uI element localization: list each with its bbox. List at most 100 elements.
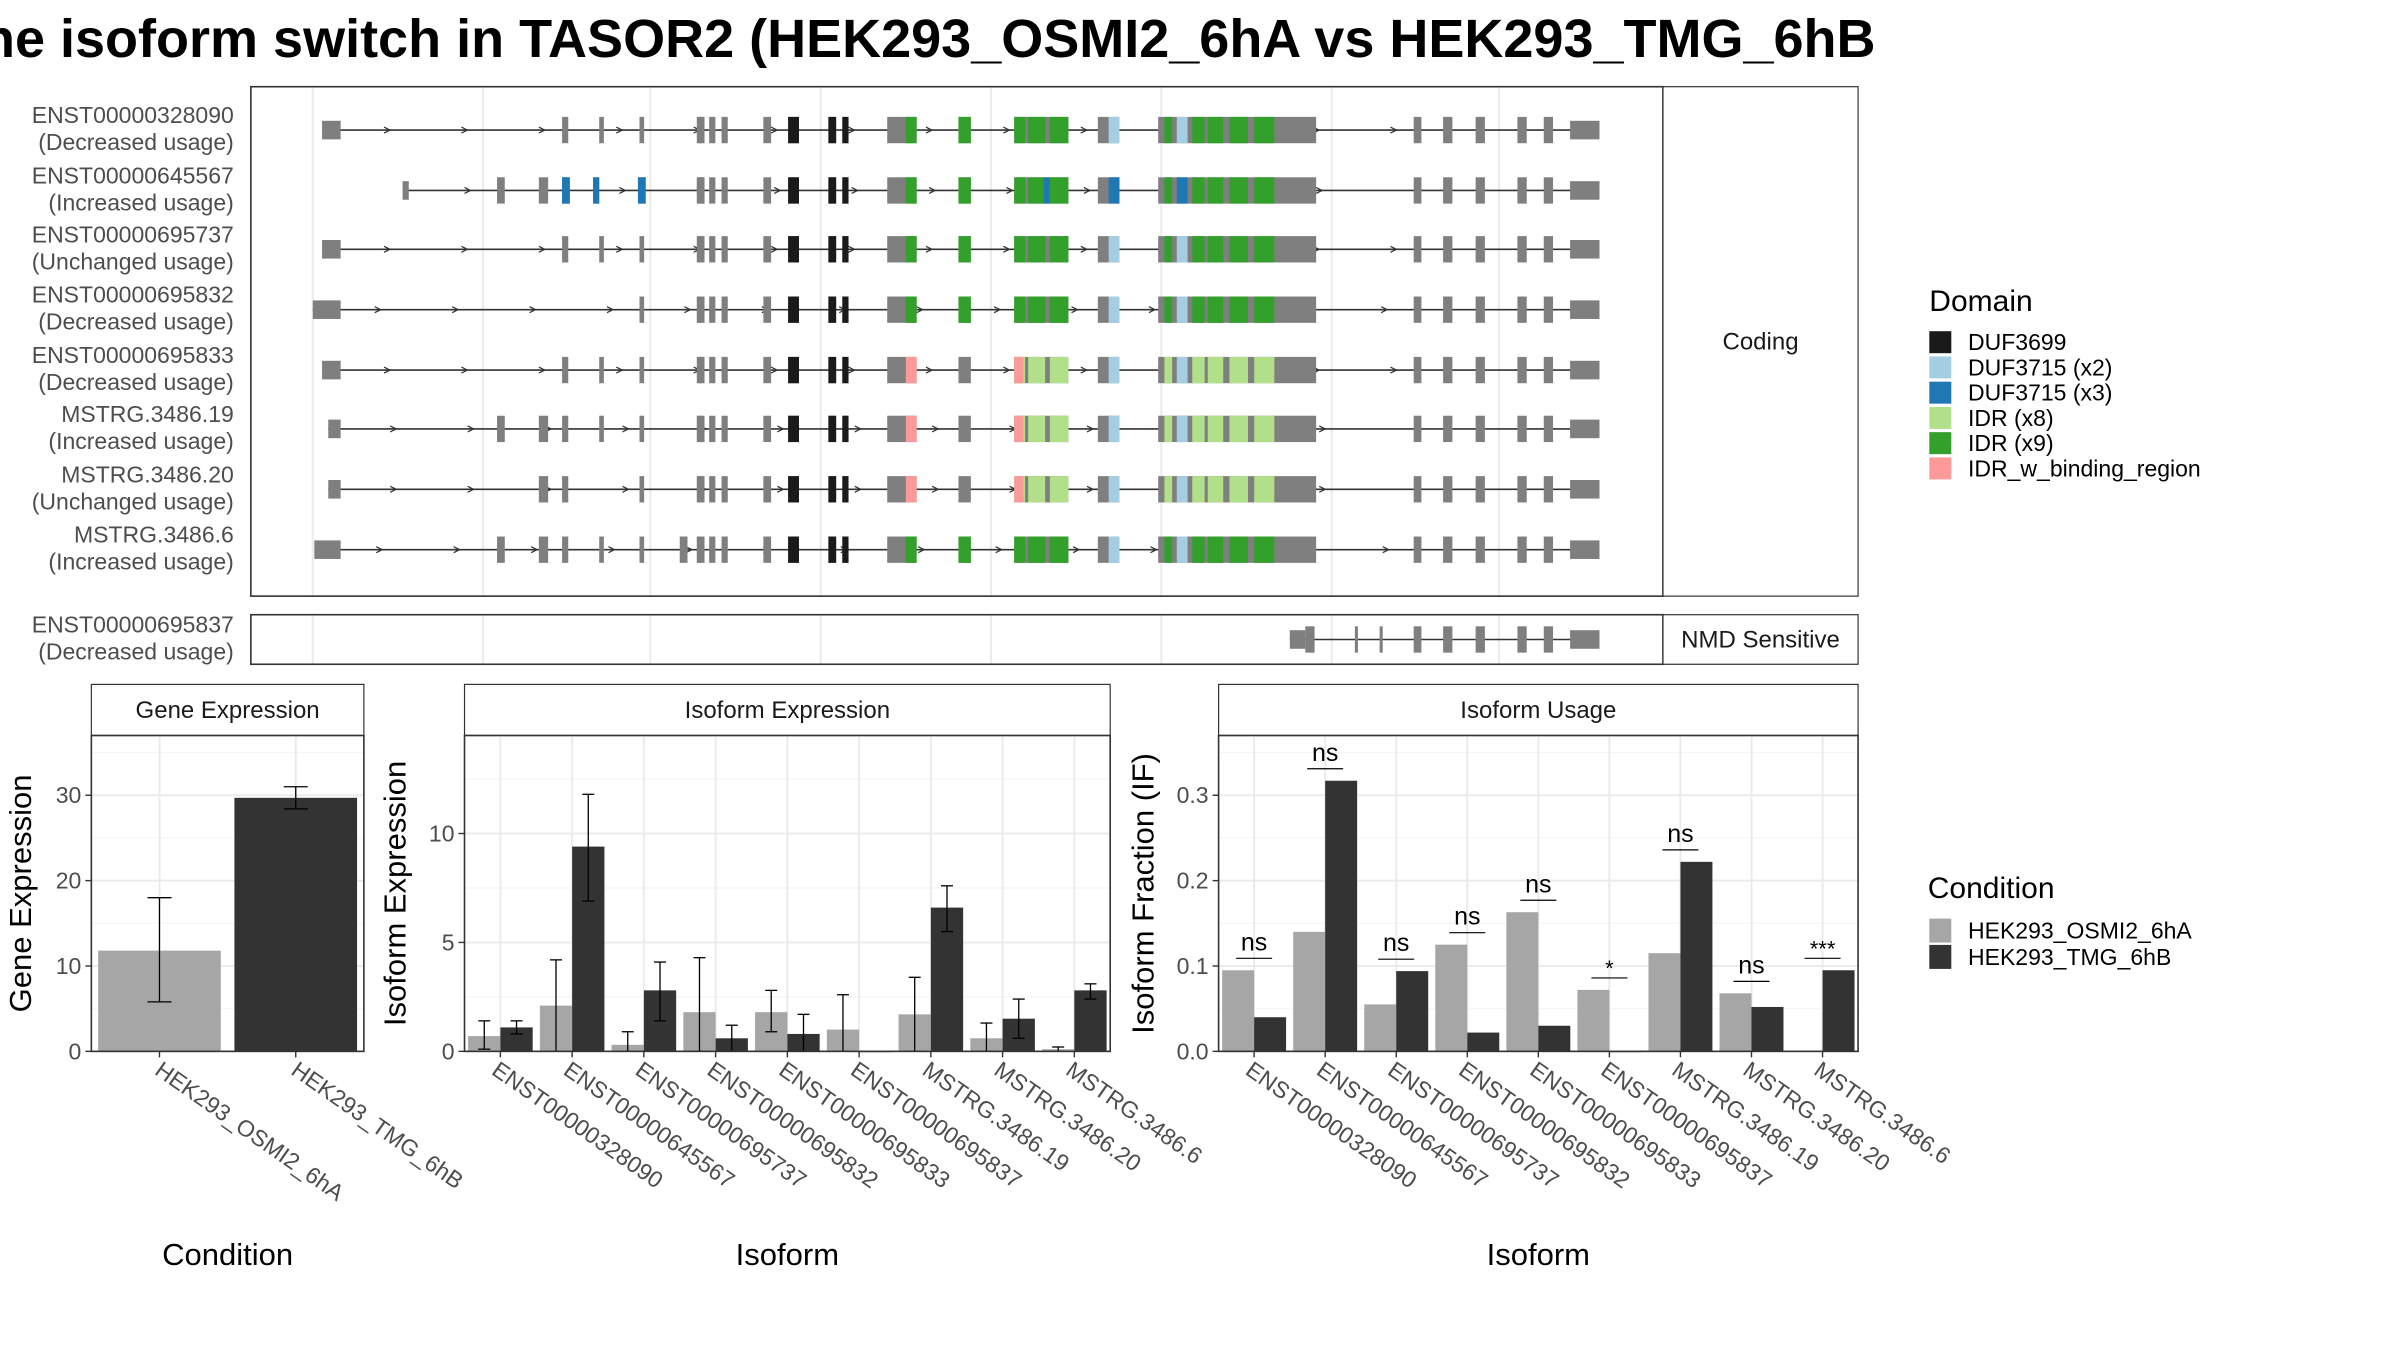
y-tick-label: 20 <box>56 868 82 894</box>
strand-arrow <box>538 126 547 134</box>
exon-block <box>639 356 645 384</box>
domain-block <box>1229 536 1249 563</box>
exon-block <box>538 415 549 443</box>
exon-block <box>698 116 705 144</box>
domain-block <box>788 177 799 204</box>
domain-block <box>1254 116 1275 144</box>
domain-block <box>905 296 917 323</box>
exon-block <box>698 177 705 204</box>
domain-block <box>788 476 799 503</box>
domain-block <box>1192 236 1205 263</box>
strand-arrow <box>773 186 782 194</box>
exon-block <box>1570 480 1600 499</box>
domain-block <box>1108 356 1120 384</box>
exon-block <box>763 296 772 323</box>
legend-swatch <box>1929 432 1952 455</box>
exon-block <box>1517 296 1527 323</box>
exon-block <box>1443 116 1453 144</box>
strand-arrow <box>451 306 460 314</box>
exon-block <box>763 476 772 503</box>
exon-block <box>709 177 716 204</box>
domain-block <box>828 296 837 323</box>
transcript-usage-label: (Decreased usage) <box>38 638 234 664</box>
significance-label: ns <box>1383 929 1409 957</box>
strand-arrow <box>1071 306 1079 314</box>
panel-strip <box>90 683 365 737</box>
exon-block <box>709 116 716 144</box>
strand-arrow <box>931 485 940 493</box>
exon-block <box>562 116 569 144</box>
strand-arrow <box>538 366 547 374</box>
domain-block <box>828 356 837 384</box>
transcript-track <box>312 296 1600 323</box>
exon-block <box>1443 415 1453 443</box>
domain-block <box>1014 415 1024 443</box>
coding-strip-label: Coding <box>1722 328 1798 355</box>
domain-block <box>1049 536 1069 563</box>
y-tick-label: 10 <box>56 953 82 979</box>
domain-block <box>842 415 849 443</box>
domain-block <box>788 116 799 144</box>
domain-block <box>958 177 971 204</box>
exon-block <box>958 415 971 443</box>
exon-block <box>721 116 728 144</box>
strand-arrow <box>1318 485 1327 493</box>
exon-block <box>1570 419 1600 439</box>
exon-block <box>1379 626 1383 653</box>
exon-block <box>562 236 569 263</box>
domain-block <box>1049 415 1069 443</box>
domain-block <box>788 236 799 263</box>
bar <box>1680 861 1713 1052</box>
strand-arrow <box>383 366 392 374</box>
panel-title: Gene Expression <box>136 697 320 724</box>
strand-arrow <box>931 425 940 433</box>
strand-arrow <box>925 245 934 253</box>
exon-block <box>1543 116 1554 144</box>
exon-block <box>1570 540 1600 559</box>
domain-legend-title: Domain <box>1929 285 2032 318</box>
exon-block <box>1413 536 1422 563</box>
strand-arrow <box>375 546 384 554</box>
exon-block <box>1413 116 1422 144</box>
domain-block <box>1164 116 1173 144</box>
domain-block <box>1028 476 1046 503</box>
exon-block <box>1543 236 1554 263</box>
exon-block <box>763 116 772 144</box>
strand-arrow <box>770 366 779 374</box>
transcript-usage-label: (Increased usage) <box>48 189 233 215</box>
domain-block <box>842 356 849 384</box>
exon-block <box>698 296 705 323</box>
nmd-strip-label: NMD Sensitive <box>1681 626 1840 653</box>
domain-block <box>1176 177 1188 204</box>
y-tick-label: 30 <box>56 782 82 808</box>
exon-block <box>1443 536 1453 563</box>
exon-block <box>763 177 772 204</box>
exon-block <box>1517 626 1527 653</box>
domain-block <box>1014 296 1026 323</box>
strand-arrow <box>461 126 469 134</box>
panel-border <box>90 734 365 1053</box>
bar <box>1648 953 1681 1052</box>
exon-block <box>562 415 569 443</box>
domain-block <box>958 296 971 323</box>
strand-arrow <box>770 245 779 253</box>
exon-block <box>1543 415 1554 443</box>
domain-legend-label: DUF3715 (x3) <box>1968 380 2112 406</box>
strand-arrow <box>467 425 475 433</box>
exon-block <box>1475 296 1485 323</box>
x-axis-title: Isoform <box>736 1237 839 1272</box>
x-axis-title: Isoform <box>1487 1237 1590 1272</box>
domain-block <box>1014 476 1024 503</box>
exon-block <box>721 296 728 323</box>
bar <box>1254 1017 1287 1052</box>
transcript-track <box>322 236 1600 263</box>
exon-block <box>698 415 705 443</box>
strand-arrow <box>615 366 624 374</box>
domain-block <box>1176 236 1188 263</box>
exon-block <box>1413 177 1422 204</box>
strand-arrow <box>854 485 863 493</box>
exon-block <box>1475 356 1485 384</box>
exon-block <box>1517 116 1527 144</box>
domain-block <box>1049 356 1069 384</box>
domain-block <box>1164 177 1173 204</box>
